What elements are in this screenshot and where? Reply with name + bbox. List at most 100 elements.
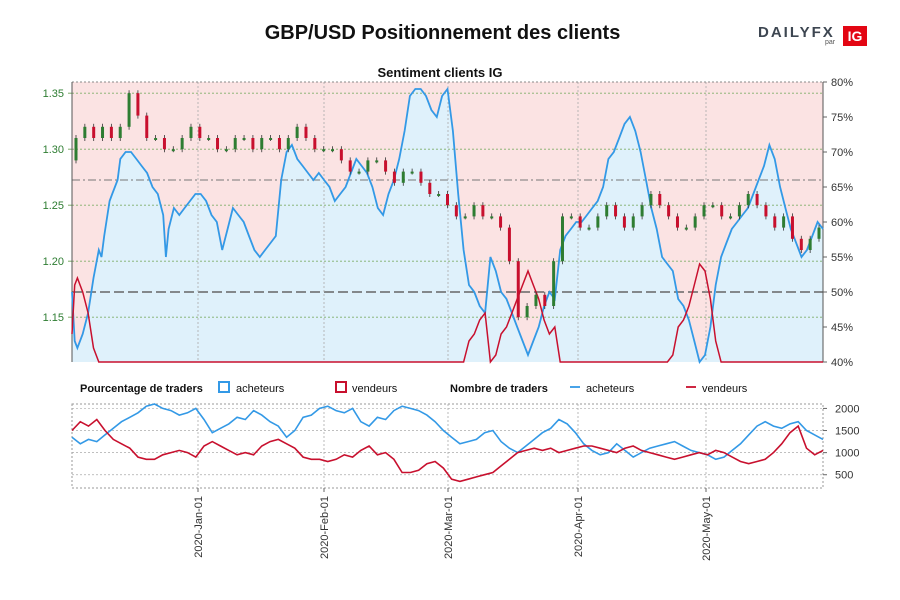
- candle: [782, 216, 786, 228]
- legend-num-label: Nombre de traders: [450, 383, 548, 395]
- candle: [569, 216, 573, 219]
- candle: [198, 126, 202, 138]
- candle: [622, 216, 626, 228]
- candle: [667, 205, 671, 217]
- volume-tick-label: 1500: [835, 426, 859, 438]
- candle: [286, 138, 290, 150]
- candle: [737, 205, 741, 217]
- candle: [118, 126, 122, 138]
- candle: [304, 126, 308, 138]
- candle: [808, 238, 812, 250]
- x-tick-label: 2020-Feb-01: [319, 496, 331, 559]
- candle: [145, 115, 149, 138]
- buyers-line: [71, 86, 824, 365]
- candle: [499, 216, 503, 228]
- candle: [525, 306, 529, 318]
- candle: [419, 171, 423, 183]
- candle: [790, 216, 794, 239]
- subtitle: Sentiment clients IG: [378, 65, 503, 80]
- candle: [410, 171, 414, 174]
- candle: [162, 138, 166, 150]
- candle: [454, 205, 458, 217]
- candle: [746, 194, 750, 206]
- candle: [684, 227, 688, 230]
- candle: [649, 194, 653, 206]
- candle: [83, 126, 87, 138]
- candle: [605, 205, 609, 217]
- volume-frame: [71, 403, 824, 489]
- candle: [463, 216, 467, 219]
- candle: [773, 216, 777, 228]
- x-tick-label: 2020-May-01: [701, 496, 713, 561]
- candle: [401, 171, 405, 183]
- legend-sellers-label: vendeurs: [352, 383, 398, 395]
- candle: [260, 138, 264, 150]
- pct-tick-label: 75%: [831, 112, 853, 124]
- volume-tick-label: 500: [835, 470, 853, 482]
- volume-tick-label: 2000: [835, 403, 859, 415]
- candle: [189, 126, 193, 138]
- candle: [640, 205, 644, 217]
- candle: [437, 194, 441, 196]
- sellers-line: [71, 262, 823, 364]
- candle: [366, 160, 370, 172]
- candle: [729, 216, 733, 219]
- candle: [516, 261, 520, 318]
- candle: [587, 227, 591, 230]
- candle: [702, 205, 706, 217]
- candle: [180, 138, 184, 150]
- candle: [552, 261, 556, 306]
- candle: [560, 216, 564, 262]
- candle: [375, 160, 379, 163]
- price-tick-label: 1.35: [43, 88, 64, 100]
- candle: [339, 149, 343, 161]
- pct-tick-label: 70%: [831, 147, 853, 159]
- pct-tick-label: 80%: [831, 77, 853, 89]
- candle: [92, 126, 96, 138]
- pct-tick-label: 60%: [831, 217, 853, 229]
- logo-par: par: [825, 39, 836, 46]
- candle: [277, 138, 281, 150]
- candle: [614, 205, 618, 217]
- candle: [711, 205, 715, 208]
- candle: [631, 216, 635, 228]
- candle: [331, 149, 335, 152]
- price-tick-label: 1.20: [43, 256, 64, 268]
- candle: [578, 216, 582, 228]
- candle: [233, 138, 237, 150]
- buyers-area: [72, 89, 823, 362]
- candle: [74, 138, 78, 161]
- x-tick-label: 2020-Apr-01: [573, 496, 585, 557]
- dailyfx-logo: DAILYFX par IG: [758, 24, 868, 50]
- legend-sellers-box: [335, 381, 347, 393]
- candle: [507, 227, 511, 262]
- candle: [392, 171, 396, 183]
- candle: [322, 149, 326, 152]
- legend-num-sellers-label: vendeurs: [702, 383, 748, 395]
- price-tick-label: 1.30: [43, 144, 64, 156]
- candle: [216, 138, 220, 150]
- candle: [675, 216, 679, 228]
- candle: [481, 205, 485, 217]
- legend-num-buyers-label: acheteurs: [586, 383, 635, 395]
- candle: [428, 182, 432, 194]
- x-tick-label: 2020-Mar-01: [443, 496, 455, 559]
- candle: [242, 138, 246, 140]
- price-tick-label: 1.15: [43, 312, 64, 324]
- candle: [658, 194, 662, 206]
- pct-tick-label: 40%: [831, 357, 853, 369]
- logo-text: DAILYFX: [758, 24, 835, 41]
- candle: [720, 205, 724, 217]
- volume-tick-label: 1000: [835, 448, 859, 460]
- chart-title: GBP/USD Positionnement des clients: [264, 22, 621, 44]
- candle: [313, 138, 317, 150]
- candle: [693, 216, 697, 228]
- legend-buyers-label: acheteurs: [236, 383, 285, 395]
- x-tick-label: 2020-Jan-01: [193, 496, 205, 558]
- candle: [269, 138, 273, 140]
- candle: [472, 205, 476, 217]
- candle: [348, 160, 352, 172]
- price-tick-label: 1.25: [43, 200, 64, 212]
- legend-buyers-box: [218, 381, 230, 393]
